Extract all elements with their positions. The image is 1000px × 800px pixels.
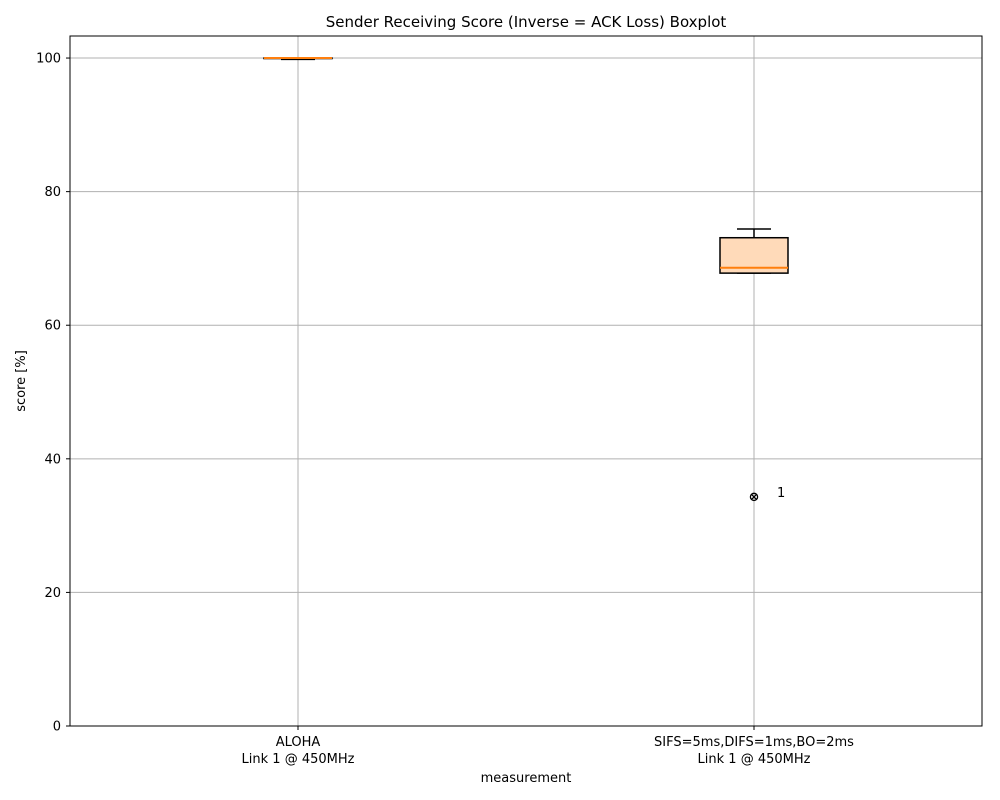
chart-title: Sender Receiving Score (Inverse = ACK Lo… <box>326 13 727 31</box>
box-group <box>263 57 333 61</box>
axis-ticks: 0 20 40 60 80 100 ALOHA Link 1 @ 450MHz SIFS=5ms… <box>36 52 854 767</box>
outlier-circle <box>749 492 759 502</box>
box-group: 1 <box>719 228 789 502</box>
x-axis-label: measurement <box>481 771 572 786</box>
x-tick-label-line1: ALOHA <box>276 735 321 750</box>
outlier-cross <box>751 493 757 500</box>
y-tick-label: 20 <box>44 586 61 601</box>
y-tick-label: 0 <box>53 720 61 735</box>
x-tick-label-line2: Link 1 @ 450MHz <box>242 752 355 767</box>
plot-frame <box>69 35 983 727</box>
y-tick-label: 80 <box>44 185 61 200</box>
y-tick-label: 100 <box>36 52 61 67</box>
outlier-label: 1 <box>777 486 785 501</box>
x-tick-label-line1: SIFS=5ms,DIFS=1ms,BO=2ms <box>654 735 854 750</box>
y-tick-label: 60 <box>44 319 61 334</box>
y-axis-label: score [%] <box>14 350 29 412</box>
x-tick-label-line2: Link 1 @ 450MHz <box>698 752 811 767</box>
grid-lines <box>70 36 982 727</box>
boxes: 1 <box>263 57 789 502</box>
outlier-point: 1 <box>749 486 785 502</box>
y-tick-label: 40 <box>44 452 61 467</box>
